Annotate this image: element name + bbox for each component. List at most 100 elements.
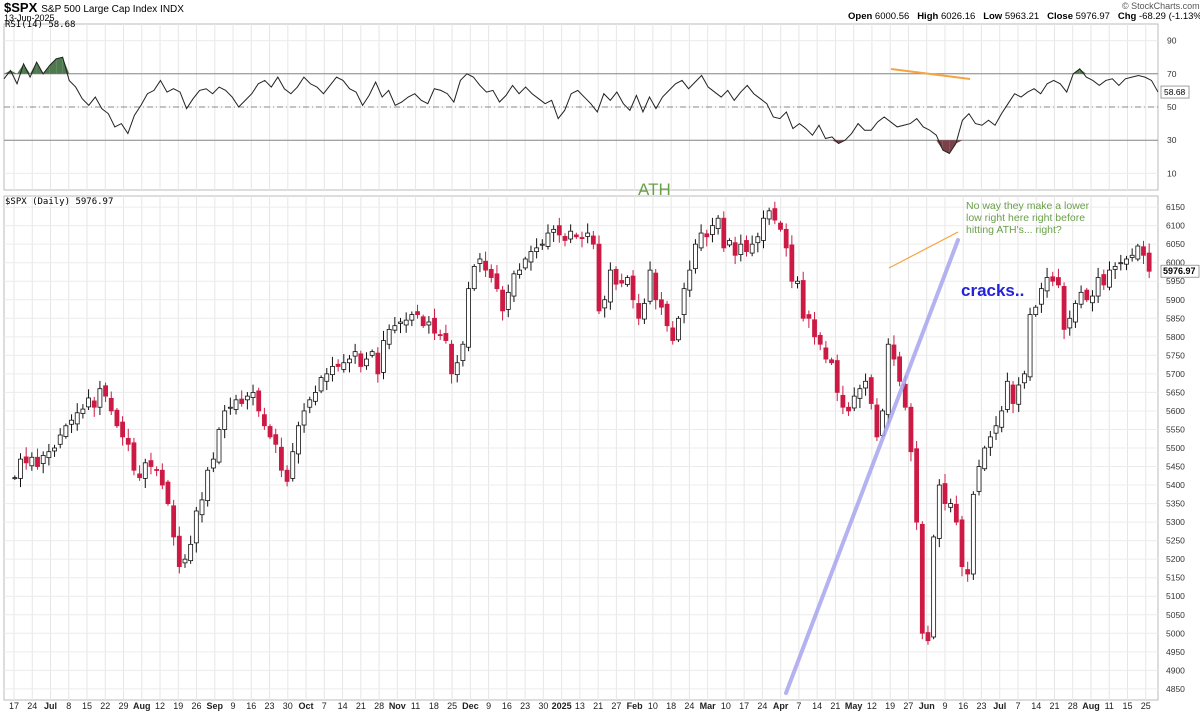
candle-body	[250, 392, 256, 399]
candle-body	[919, 523, 925, 634]
candle-body	[193, 510, 199, 544]
candle-body	[1021, 373, 1027, 384]
price-last-value-box	[1160, 264, 1200, 278]
x-tick-label: 17	[9, 701, 19, 711]
x-tick-label: 19	[173, 701, 183, 711]
candle-body	[381, 340, 386, 373]
candle-body	[154, 469, 160, 471]
rsi-y-tick-label: 90	[1167, 36, 1177, 46]
price-y-tick-label: 5000	[1166, 628, 1185, 638]
candle-body	[908, 406, 914, 453]
x-tick-label: 23	[976, 701, 986, 711]
candle-body	[1124, 258, 1129, 265]
candle-body	[1004, 380, 1010, 410]
candle-body	[868, 377, 874, 404]
candle-body	[239, 398, 245, 404]
x-tick-label: 17	[739, 701, 749, 711]
candle-body	[125, 437, 131, 445]
ath-annotation: ATH	[638, 180, 671, 199]
candle-body	[182, 558, 188, 564]
candle-body	[556, 225, 562, 236]
candle-body	[1095, 277, 1101, 297]
x-tick-label: Sep	[207, 701, 224, 711]
candle-body	[936, 484, 942, 539]
price-last-value-label: 5976.97	[1163, 266, 1196, 276]
candle-body	[290, 451, 296, 479]
x-tick-label: 18	[666, 701, 676, 711]
candle-body	[511, 273, 517, 297]
candle-body	[171, 505, 177, 538]
x-tick-label: 2025	[552, 701, 572, 711]
candle-body	[834, 360, 840, 393]
x-tick-label: Jul	[993, 701, 1006, 711]
candle-body	[244, 395, 250, 401]
x-tick-label: 23	[520, 701, 530, 711]
candle-body	[789, 244, 795, 282]
candle-body	[375, 352, 381, 375]
rsi-oversold-fill	[942, 140, 950, 154]
candle-body	[324, 373, 330, 382]
candle-body	[415, 311, 420, 315]
candle-body	[1135, 245, 1141, 260]
candle-body	[1112, 266, 1118, 270]
price-y-tick-label: 5850	[1166, 313, 1185, 323]
price-resistance-line	[888, 231, 959, 269]
candle-body	[46, 451, 52, 459]
x-tick-label: 15	[1122, 701, 1132, 711]
candle-body	[403, 319, 409, 326]
candle-body	[585, 232, 591, 237]
price-y-tick-label: 5200	[1166, 554, 1185, 564]
price-y-tick-label: 5450	[1166, 462, 1185, 472]
candle-body	[471, 266, 477, 290]
candle-body	[500, 289, 505, 312]
candle-body	[1067, 317, 1073, 329]
price-panel-title: $SPX (Daily) 5976.97	[5, 197, 114, 207]
stockcharts-credit: © StockCharts.com	[1122, 1, 1200, 11]
candle-body	[783, 228, 789, 249]
candle-body	[925, 632, 931, 642]
candle-body	[57, 434, 63, 445]
candle-body	[86, 397, 91, 408]
x-tick-label: 23	[265, 701, 275, 711]
candle-body	[704, 233, 710, 238]
candle-body	[165, 481, 171, 504]
candle-body	[727, 240, 732, 246]
candle-body	[630, 275, 636, 301]
candle-body	[676, 317, 681, 341]
x-tick-label: 19	[885, 701, 895, 711]
candle-body	[953, 503, 959, 523]
candle-body	[1090, 295, 1095, 304]
uptrend-line	[784, 238, 960, 695]
candle-body	[539, 243, 545, 246]
candle-body	[369, 351, 375, 356]
x-tick-label: 25	[1141, 701, 1151, 711]
x-tick-label: 11	[1105, 701, 1114, 711]
candle-body	[1146, 252, 1152, 272]
candle-body	[602, 299, 608, 309]
note-annotation: No way they make a lower low right here …	[966, 200, 1090, 236]
candle-body	[795, 280, 800, 284]
candle-body	[1084, 289, 1090, 301]
x-tick-label: 14	[812, 701, 822, 711]
rsi-overbought-fill	[30, 62, 37, 74]
candle-body	[1033, 306, 1039, 315]
x-tick-label: 7	[1015, 701, 1020, 711]
candle-body	[863, 380, 868, 389]
candle-body	[69, 419, 74, 425]
candle-body	[732, 242, 738, 256]
candle-body	[800, 280, 806, 319]
candle-body	[52, 447, 57, 452]
candle-body	[426, 321, 432, 326]
price-y-tick-label: 5700	[1166, 369, 1185, 379]
candle-body	[1010, 384, 1016, 404]
candle-body	[1118, 262, 1124, 265]
candle-body	[1073, 303, 1078, 323]
x-tick-label: 24	[27, 701, 37, 711]
x-tick-label: 21	[1049, 701, 1059, 711]
candle-body	[18, 458, 23, 479]
candle-body	[222, 410, 228, 430]
rsi-oversold-fill	[955, 140, 963, 144]
candle-body	[137, 473, 143, 479]
x-tick-label: 9	[942, 701, 947, 711]
